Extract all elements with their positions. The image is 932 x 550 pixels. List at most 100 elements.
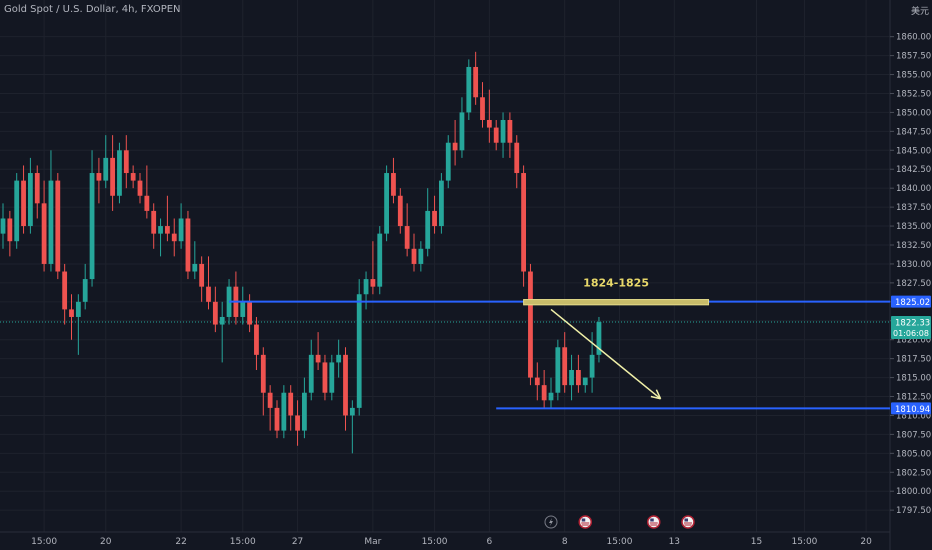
candle-body [96, 173, 102, 181]
candle-body [329, 362, 335, 393]
candle-body [295, 415, 300, 431]
candle-body [226, 286, 232, 317]
candle-body [89, 173, 95, 280]
candle-body [75, 301, 81, 317]
us-flag-icon[interactable] [681, 515, 695, 529]
x-tick-label: Mar [364, 537, 381, 547]
candle-body [192, 263, 198, 272]
candle-body [171, 233, 177, 242]
flag-canton [581, 518, 586, 522]
candle-body [28, 173, 33, 227]
y-tick-label: 1837.50 [896, 203, 931, 213]
candle-body [0, 218, 6, 234]
candle-body [514, 142, 520, 174]
y-tick-label: 1855.00 [896, 71, 931, 81]
candle-body [185, 218, 191, 272]
candle-body [534, 377, 540, 386]
us-flag-icon[interactable] [647, 515, 661, 529]
y-tick-label: 1815.00 [896, 374, 931, 384]
candle-body [548, 392, 554, 401]
y-tick-label: 1842.50 [896, 165, 931, 175]
candle-body [103, 157, 109, 181]
y-tick-label: 1857.50 [896, 52, 931, 62]
y-tick-label: 1840.00 [896, 184, 931, 194]
y-tick-label: 1835.00 [896, 222, 931, 232]
candle-body [247, 301, 252, 325]
candle-body [582, 377, 588, 386]
candle-body [254, 324, 259, 355]
candle-body [206, 286, 211, 302]
candle-body [507, 120, 513, 143]
candle-body [123, 150, 129, 174]
candle-body [82, 279, 88, 302]
candle-body [569, 370, 574, 386]
candle-body [199, 263, 205, 287]
candle-body [21, 180, 26, 227]
candle-body [322, 362, 328, 393]
flag-canton [650, 518, 654, 522]
candle-body [240, 301, 246, 317]
candle-body [411, 248, 417, 264]
candle-body [41, 203, 47, 264]
y-tick-label: 1830.00 [896, 260, 931, 270]
candle-body [315, 354, 321, 363]
resistance-zone[interactable] [523, 299, 710, 306]
candle-body [288, 392, 294, 416]
candle-body [370, 279, 376, 287]
projection-arrow[interactable] [550, 308, 662, 400]
candle-body [308, 354, 314, 393]
candle-body [260, 354, 266, 393]
candle-body [274, 407, 280, 431]
level-price-label: 1825.02 [895, 298, 930, 308]
candle-body [459, 112, 465, 151]
arrow-head [655, 389, 662, 400]
y-tick-label: 1847.50 [896, 127, 931, 137]
y-tick-label: 1802.50 [896, 468, 931, 478]
y-tick-label: 1810.00 [896, 411, 931, 421]
candle-body [493, 127, 499, 143]
candle-body [343, 354, 348, 416]
candle-body [144, 195, 150, 211]
y-tick-label: 1820.00 [896, 336, 931, 346]
candle-body [219, 316, 225, 325]
y-tick-label: 1845.00 [896, 146, 931, 156]
candle-body [34, 173, 40, 204]
last-price-tag [891, 316, 931, 340]
candle-body [397, 195, 403, 227]
candle-body [576, 370, 581, 386]
candle-body [377, 233, 383, 287]
candle-body [363, 279, 369, 295]
x-tick-label: 15:00 [230, 537, 256, 547]
candle-body [521, 173, 526, 272]
last-price-label: 1822.33 [895, 319, 930, 329]
candle-body [589, 354, 595, 378]
candle-body [151, 210, 157, 234]
candle-body [69, 309, 74, 317]
x-tick-label: 15 [751, 537, 762, 547]
y-tick-label: 1850.00 [896, 108, 931, 118]
candle-body [384, 173, 389, 234]
candle-body [267, 392, 273, 408]
candle-body [445, 142, 451, 181]
y-tick-label: 1800.00 [896, 487, 931, 497]
x-tick-label: 20 [100, 537, 112, 547]
candle-body [130, 173, 136, 181]
candle-body [55, 180, 61, 272]
x-tick-label: 15:00 [31, 537, 57, 547]
level-price-label: 1810.94 [895, 405, 930, 415]
candle-body [452, 142, 458, 151]
y-tick-label: 1832.50 [896, 241, 931, 251]
candle-body [486, 120, 492, 128]
level-price-tag [891, 295, 931, 308]
candle-body [541, 385, 547, 401]
us-flag-icon[interactable] [578, 515, 592, 529]
symbol-title: Gold Spot / U.S. Dollar, 4h, FXOPEN [4, 4, 181, 15]
candle-body [418, 248, 424, 264]
x-tick-label: 6 [486, 537, 492, 547]
candle-body [432, 210, 437, 227]
y-tick-label: 1852.50 [896, 89, 931, 99]
candle-body [425, 210, 431, 249]
candle-body [212, 301, 218, 325]
x-tick-label: 20 [860, 537, 872, 547]
